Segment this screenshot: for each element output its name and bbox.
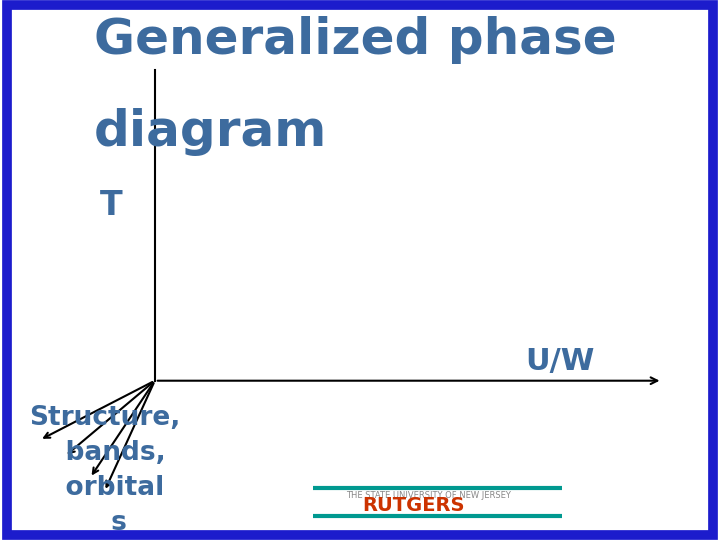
Text: orbital: orbital [29, 475, 164, 501]
Text: bands,: bands, [29, 440, 166, 466]
Text: diagram: diagram [94, 108, 327, 156]
Text: U/W: U/W [526, 347, 595, 376]
Text: Generalized phase: Generalized phase [94, 16, 616, 64]
Text: s: s [29, 510, 127, 536]
Text: RUTGERS: RUTGERS [363, 496, 465, 516]
Text: Structure,: Structure, [29, 405, 180, 431]
Text: THE STATE UNIVERSITY OF NEW JERSEY: THE STATE UNIVERSITY OF NEW JERSEY [346, 491, 510, 500]
Text: T: T [100, 188, 123, 222]
